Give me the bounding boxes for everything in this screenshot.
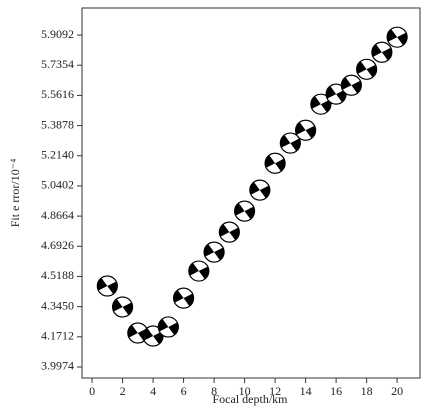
y-tick-label: 5.5616: [41, 87, 74, 101]
beachball: [371, 41, 393, 63]
y-tick-label: 3.9974: [41, 359, 74, 373]
x-tick-label: 4: [150, 384, 156, 398]
beachball: [325, 83, 347, 105]
x-tick-label: 20: [391, 384, 403, 398]
y-tick-label: 5.7354: [41, 57, 74, 71]
beachball: [340, 74, 362, 96]
beachball-fill: [143, 327, 164, 345]
x-tick-label: 0: [89, 384, 95, 398]
y-axis-label: Fit e rror/10⁻⁴: [8, 159, 22, 228]
x-axis-label: Focal depth/km: [213, 392, 289, 406]
beachball-fill: [219, 224, 240, 241]
beachball-fill: [234, 203, 255, 220]
beachball: [356, 58, 378, 80]
beachball-fill: [204, 244, 225, 261]
beachball: [264, 152, 286, 174]
x-tick-label: 14: [300, 384, 312, 398]
beachball: [279, 132, 301, 154]
y-tick-label: 4.1712: [41, 329, 74, 343]
beachball-fill: [356, 61, 377, 78]
beachball-fill: [97, 277, 118, 295]
x-tick-label: 12: [269, 384, 281, 398]
beachball: [203, 241, 225, 263]
beachball-fill: [173, 290, 194, 307]
x-tick-label: 2: [120, 384, 126, 398]
x-tick-label: 8: [211, 384, 217, 398]
beachball: [111, 296, 134, 318]
x-tick-label: 6: [181, 384, 187, 398]
x-tick-label: 16: [330, 384, 342, 398]
beachball-fill: [326, 86, 347, 103]
x-tick-label: 10: [239, 384, 251, 398]
y-tick-label: 4.6926: [41, 238, 74, 252]
beachball: [233, 200, 256, 222]
beachball: [172, 287, 195, 309]
beachball: [188, 260, 210, 282]
beachball: [386, 26, 408, 48]
plot-frame: [81, 7, 421, 379]
beachball: [157, 316, 179, 338]
beachball-fill: [371, 44, 392, 61]
beachball-fill: [341, 77, 362, 94]
beachball-fill: [249, 182, 270, 199]
beachball: [218, 221, 240, 243]
beachball: [295, 119, 317, 141]
y-tick-label: 4.5188: [41, 268, 74, 282]
beachball-fill: [265, 155, 286, 172]
beachball-fill: [387, 29, 408, 46]
beachball-fill: [158, 318, 179, 336]
beachball-fill: [295, 122, 316, 139]
beachball-fill: [188, 262, 209, 280]
beachball: [96, 275, 118, 297]
y-tick-label: 5.3878: [41, 117, 74, 131]
y-tick-label: 5.0402: [41, 178, 74, 192]
y-tick-label: 4.8664: [41, 208, 74, 222]
y-tick-label: 5.2140: [41, 148, 74, 162]
y-tick-label: 5.9092: [41, 27, 74, 41]
beachball: [310, 93, 332, 115]
beachball: [249, 179, 271, 201]
beachball-fill: [280, 134, 301, 152]
x-tick-label: 18: [361, 384, 373, 398]
y-tick-label: 4.3450: [41, 298, 74, 312]
beachball-fill: [112, 298, 133, 316]
beachball-fill: [310, 96, 331, 113]
